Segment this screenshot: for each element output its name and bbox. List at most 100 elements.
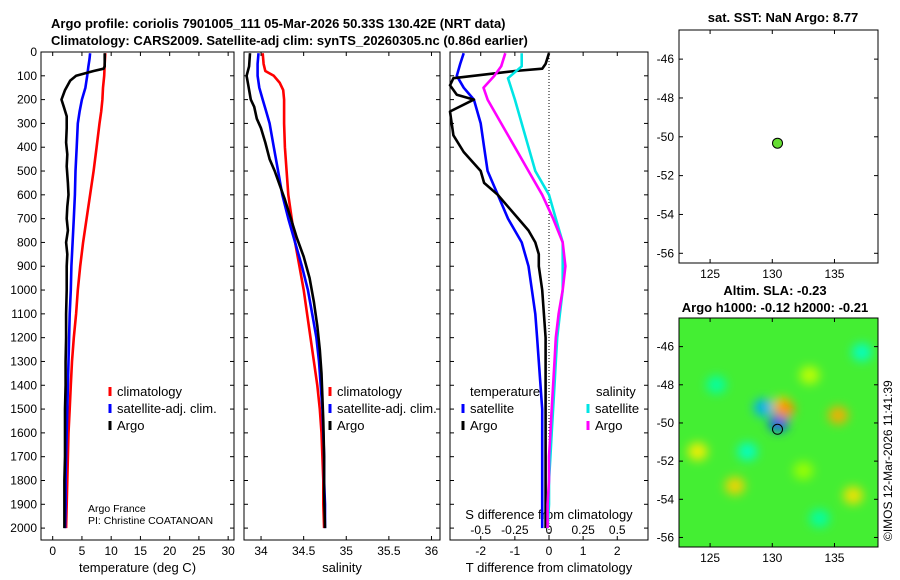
sla-map-title-2: Argo h1000: -0.12 h2000: -0.21 xyxy=(682,300,868,315)
s-diff-tick-label: -0.25 xyxy=(501,523,529,537)
sla-heatmap xyxy=(679,318,878,547)
depth-tick-label: 900 xyxy=(17,259,37,273)
salinity-series-black xyxy=(245,53,327,529)
legend-title-salinity: salinity xyxy=(596,384,636,399)
sst-map-lat-tick-label: -52 xyxy=(657,169,675,183)
depth-tick-label: 1100 xyxy=(11,307,37,321)
sla-map-lon-tick-label: 130 xyxy=(762,551,782,565)
difference-series-black xyxy=(448,52,551,529)
depth-tick-label: 1900 xyxy=(10,497,37,511)
difference-series-cyan xyxy=(506,53,565,529)
sla-map-title-1: Altim. SLA: -0.23 xyxy=(723,283,826,298)
depth-tick-label: 1800 xyxy=(10,473,37,487)
figure-title-line-2: Climatology: CARS2009. Satellite-adj cli… xyxy=(51,33,528,48)
imos-timestamp: ©IMOS 12-Mar-2026 11:41:39 xyxy=(881,380,895,541)
sla-map-lat-tick-label: -52 xyxy=(657,454,675,468)
sla-map-lon-tick-label: 125 xyxy=(700,551,720,565)
difference-series-blue xyxy=(455,52,544,529)
sst-map-lat-tick-label: -56 xyxy=(657,246,675,260)
sla-anomaly-patch xyxy=(799,366,820,385)
sla-anomaly-field xyxy=(687,343,872,528)
legend-label: Argo xyxy=(337,418,364,433)
depth-tick-label: 0 xyxy=(30,45,37,59)
sla-map-lat-tick-label: -54 xyxy=(657,492,675,506)
sla-background xyxy=(679,318,878,547)
legend-label: satellite xyxy=(470,401,514,416)
s-diff-tick-label: 0.25 xyxy=(571,523,595,537)
depth-tick-label: 500 xyxy=(17,164,37,178)
legend-label: Argo xyxy=(117,418,144,433)
figure-title-line-1: Argo profile: coriolis 7901005_111 05-Ma… xyxy=(51,16,506,31)
depth-tick-label: 400 xyxy=(17,140,37,154)
sst-map-lat-tick-label: -54 xyxy=(657,207,675,221)
sla-map-frame xyxy=(678,317,879,548)
difference-x-tick-label: 1 xyxy=(580,544,587,558)
sst-map-lon-tick-label: 130 xyxy=(762,267,782,281)
sla-anomaly-patch xyxy=(774,400,795,419)
sla-anomaly-patch xyxy=(843,486,864,505)
salinity-x-tick-label: 34.5 xyxy=(292,544,316,558)
legend-label: Argo xyxy=(470,418,497,433)
s-diff-tick-label: 0.5 xyxy=(609,523,626,537)
s-diff-tick-label: 0 xyxy=(546,523,553,537)
sla-map-panel: Altim. SLA: -0.23 Argo h1000: -0.12 h200… xyxy=(657,283,879,565)
sla-map-lon-tick-label: 135 xyxy=(824,551,844,565)
sla-anomaly-patch xyxy=(706,375,727,394)
difference-x-tick-label: 2 xyxy=(614,544,621,558)
temperature-series-red xyxy=(64,53,107,529)
temperature-x-tick-label: 20 xyxy=(163,544,177,558)
difference-x-tick-label: 0 xyxy=(546,544,553,558)
sst-map-lat-tick-label: -50 xyxy=(657,130,675,144)
depth-tick-label: 700 xyxy=(17,212,37,226)
sst-map-lon-tick-label: 135 xyxy=(824,267,844,281)
sla-anomaly-patch xyxy=(828,406,849,425)
temperature-panel: 0100200300400500600700800900100011001200… xyxy=(10,45,235,575)
difference-x-axis-label: T difference from climatology xyxy=(466,560,633,575)
sla-map-lat-tick-label: -56 xyxy=(657,530,675,544)
temperature-x-tick-label: 15 xyxy=(134,544,148,558)
sla-anomaly-patch xyxy=(724,476,745,495)
legend-label: satellite-adj. clim. xyxy=(117,401,217,416)
difference-panel: -2 -1 0 1 2-0.5 -0.25 0 0.25 0.5S difference fro… xyxy=(448,51,649,575)
temperature-x-tick-label: 30 xyxy=(221,544,235,558)
depth-tick-label: 1600 xyxy=(10,426,37,440)
legend-label: Argo xyxy=(595,418,622,433)
sla-anomaly-patch xyxy=(809,509,830,528)
temperature-series-black xyxy=(60,53,106,529)
argo-position-marker xyxy=(772,423,784,435)
legend-label: climatology xyxy=(117,384,183,399)
temperature-series-blue xyxy=(63,53,92,529)
pi-label: PI: Christine COATANOAN xyxy=(88,515,213,527)
depth-tick-label: 1500 xyxy=(10,402,37,416)
depth-tick-label: 100 xyxy=(17,69,37,83)
sst-map-lon-tick-label: 125 xyxy=(700,267,720,281)
legend-title-temperature: temperature xyxy=(470,384,540,399)
sla-anomaly-patch xyxy=(687,442,708,461)
sla-anomaly-patch xyxy=(793,461,814,480)
sla-anomaly-patch xyxy=(753,398,774,417)
sla-anomaly-patch xyxy=(737,442,758,461)
depth-tick-label: 800 xyxy=(17,235,37,249)
temperature-x-tick-label: 10 xyxy=(105,544,119,558)
temperature-x-tick-label: 0 xyxy=(49,544,56,558)
legend-label: climatology xyxy=(337,384,403,399)
sst-map-lat-tick-label: -46 xyxy=(657,52,675,66)
sla-map-lat-tick-label: -50 xyxy=(657,416,675,430)
sla-anomaly-patch xyxy=(851,343,872,362)
salinity-x-tick-label: 34 xyxy=(254,544,268,558)
salinity-x-axis-label: salinity xyxy=(322,560,362,575)
depth-tick-label: 1400 xyxy=(10,378,37,392)
salinity-x-tick-label: 35 xyxy=(340,544,354,558)
temperature-axes-box xyxy=(40,51,235,541)
argo-position-marker xyxy=(772,137,784,149)
depth-tick-label: 1700 xyxy=(10,450,37,464)
salinity-axes-box xyxy=(243,51,441,541)
sst-map-title: sat. SST: NaN Argo: 8.77 xyxy=(708,10,859,25)
sst-map-panel: sat. SST: NaN Argo: 8.77 125 130 135 -46 -48… xyxy=(657,10,879,281)
temperature-x-tick-label: 5 xyxy=(79,544,86,558)
temperature-x-tick-label: 25 xyxy=(192,544,206,558)
sla-map-lat-tick-label: -48 xyxy=(657,378,675,392)
depth-tick-label: 600 xyxy=(17,188,37,202)
depth-tick-label: 2000 xyxy=(10,521,37,535)
institution-label: Argo France xyxy=(88,503,146,515)
